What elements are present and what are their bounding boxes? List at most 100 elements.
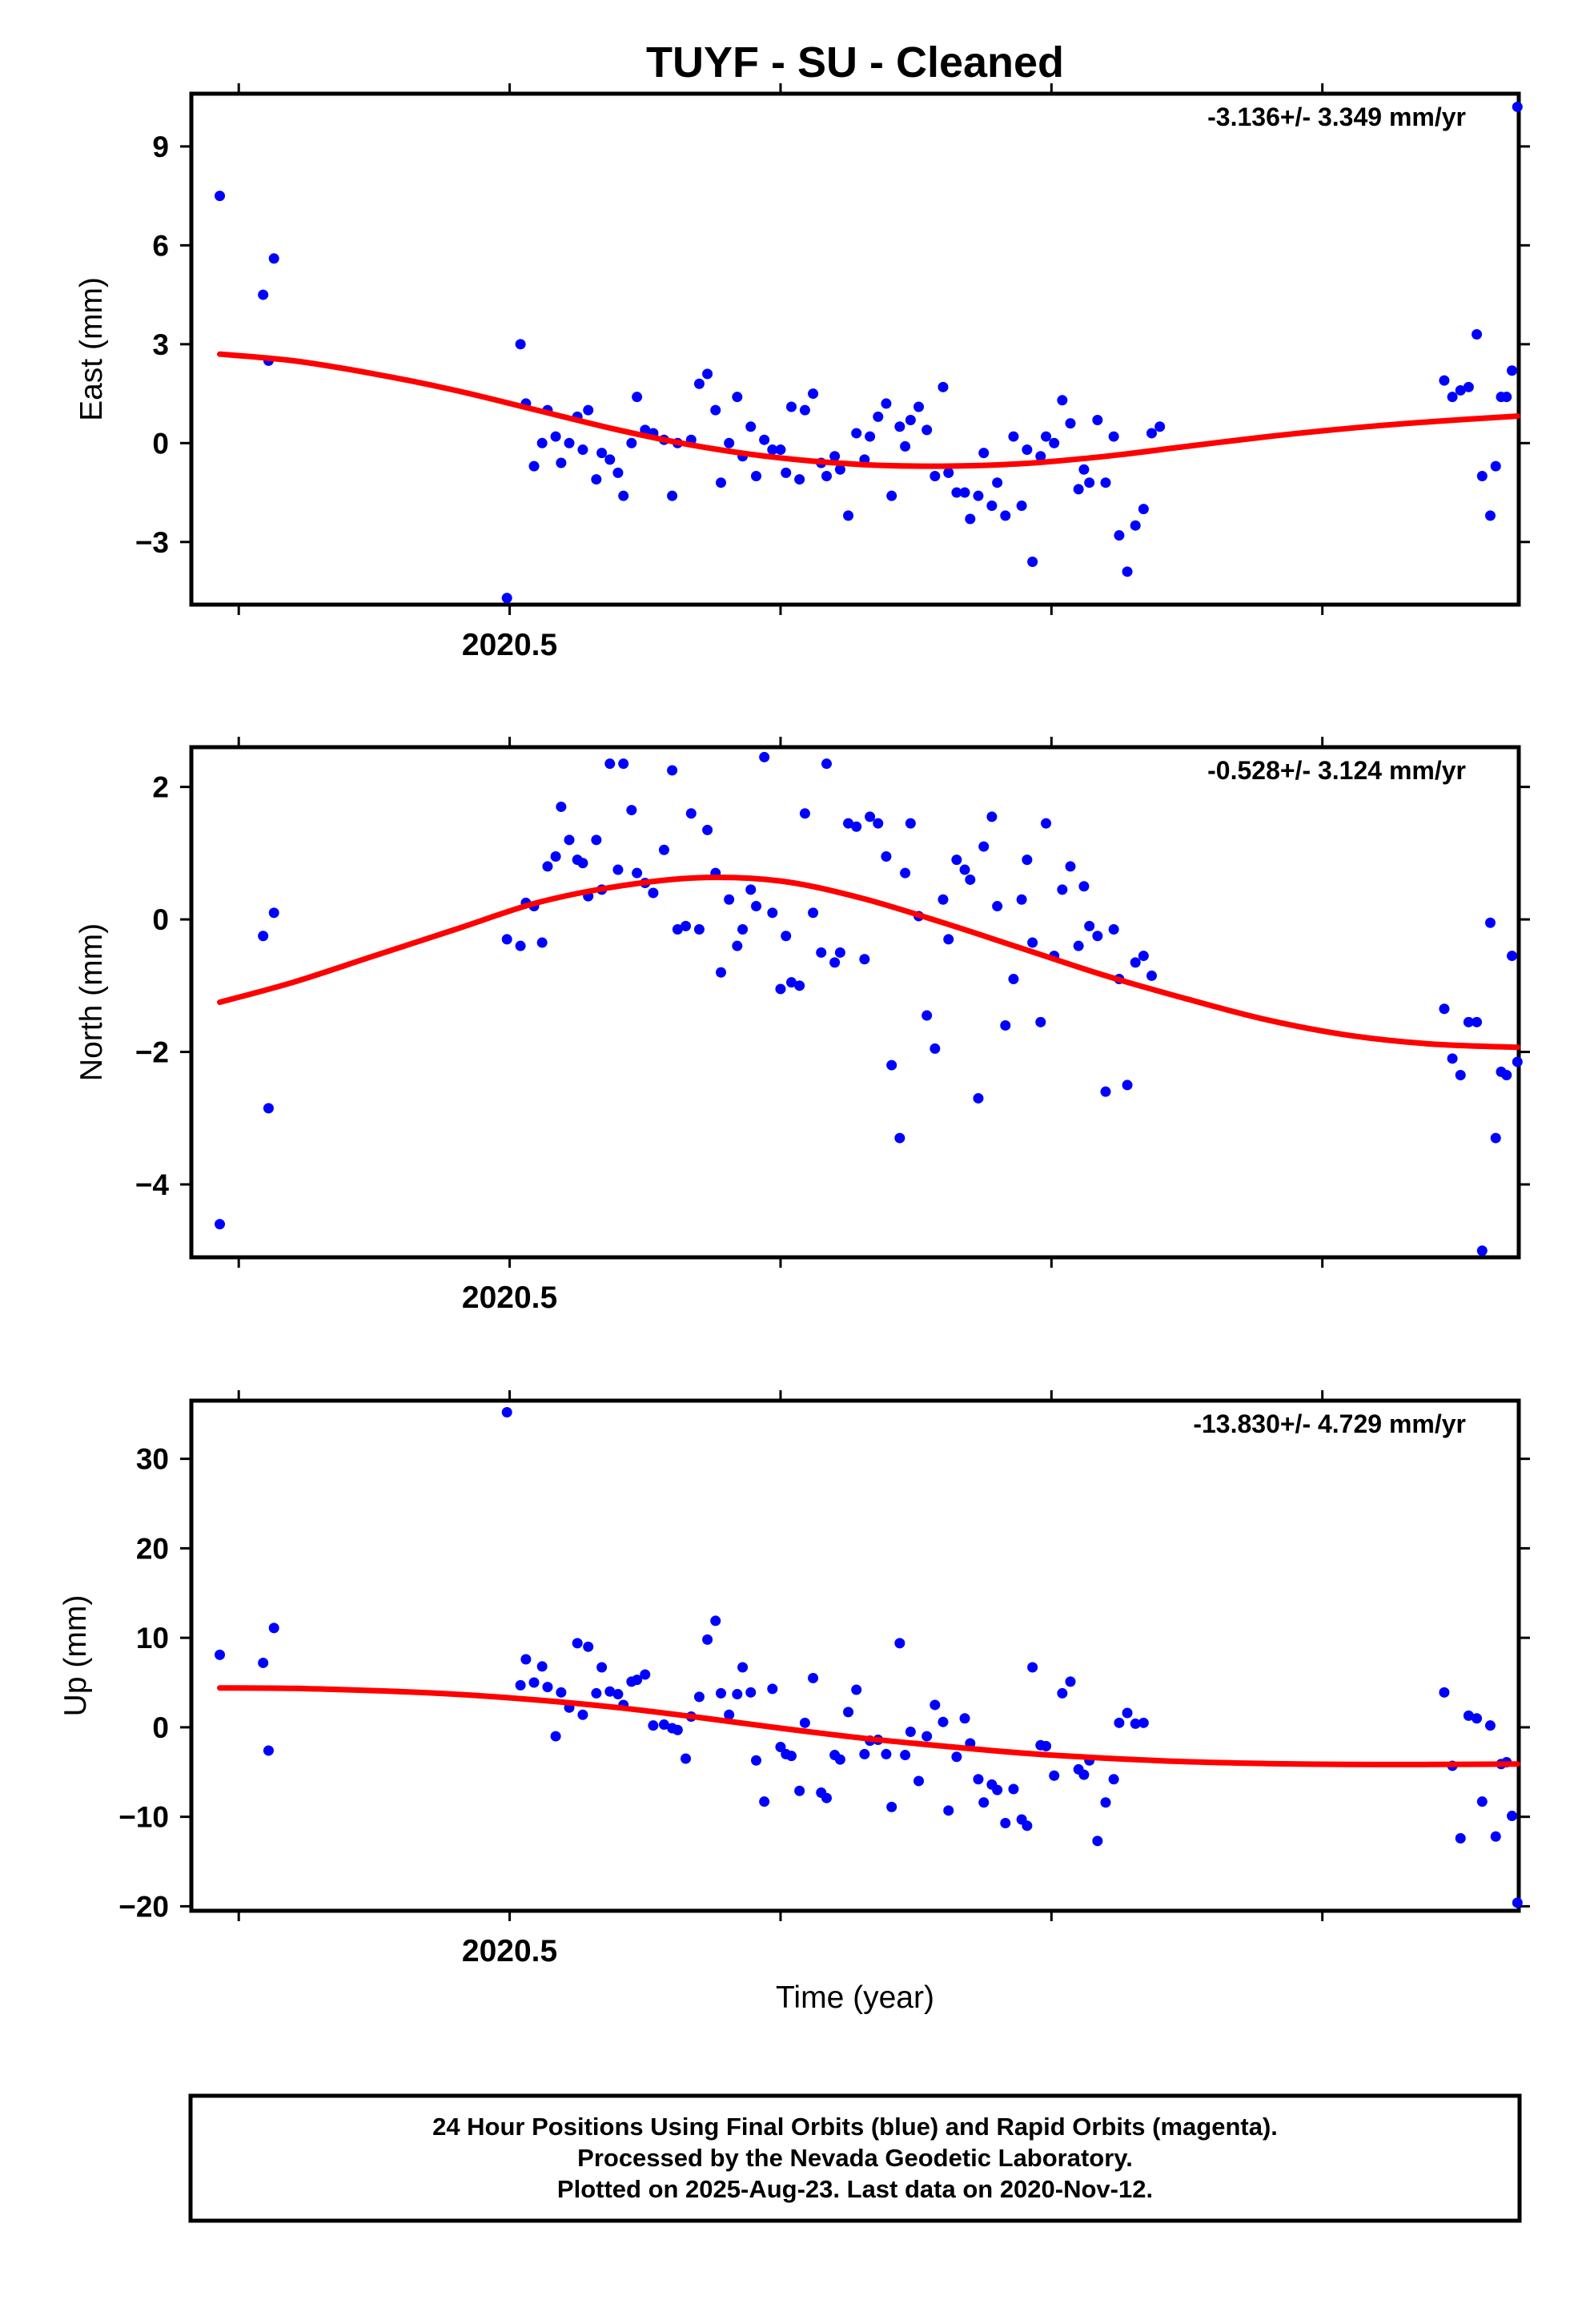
data-point	[930, 1699, 941, 1711]
data-point	[894, 1132, 905, 1144]
data-point	[604, 1686, 616, 1697]
data-point	[821, 470, 832, 481]
data-point	[501, 934, 512, 945]
data-point	[881, 398, 892, 409]
data-point	[1501, 1070, 1512, 1080]
y-tick-label: 0	[152, 903, 169, 936]
data-point	[724, 894, 735, 905]
data-point	[930, 470, 941, 481]
data-point	[930, 1043, 941, 1054]
data-point	[1016, 894, 1027, 905]
data-point	[268, 907, 279, 919]
data-point	[1049, 1770, 1060, 1781]
data-point	[550, 1731, 561, 1742]
data-point	[1057, 1687, 1068, 1699]
data-point	[959, 864, 970, 875]
data-point	[732, 1689, 743, 1700]
y-tick-label: 10	[136, 1622, 169, 1655]
data-point	[591, 474, 602, 485]
data-point	[951, 487, 962, 498]
data-point	[1065, 1676, 1076, 1687]
data-point	[799, 808, 810, 819]
data-point	[632, 1675, 643, 1686]
data-point	[1016, 501, 1027, 512]
data-point	[1084, 920, 1095, 931]
y-tick-label: −2	[135, 1036, 169, 1069]
data-point	[1100, 477, 1111, 489]
data-point	[1476, 470, 1488, 481]
data-point	[1057, 395, 1068, 406]
data-point	[978, 841, 990, 852]
data-point	[618, 490, 629, 501]
data-point	[515, 940, 526, 951]
data-point	[724, 437, 735, 448]
data-point	[1122, 1080, 1133, 1091]
y-tick-label: 6	[152, 229, 169, 262]
footer-line-2: Processed by the Nevada Geodetic Laborat…	[577, 2144, 1133, 2172]
data-point	[1027, 556, 1038, 567]
data-point	[865, 431, 876, 442]
data-point	[943, 467, 954, 478]
data-point	[732, 392, 743, 403]
y-tick-label: 9	[152, 131, 169, 163]
data-point	[1022, 1820, 1033, 1831]
data-point	[859, 1748, 870, 1759]
data-point	[886, 1059, 897, 1071]
data-point	[1138, 1717, 1149, 1728]
data-point	[1490, 1132, 1501, 1144]
data-point	[1078, 1769, 1090, 1780]
data-point	[1472, 1713, 1483, 1724]
data-point	[550, 431, 561, 442]
model-curve	[217, 351, 1520, 469]
y-tick-label: 3	[152, 328, 169, 361]
data-point	[520, 1654, 532, 1665]
y-axis-label: East (mm)	[74, 277, 109, 421]
data-point	[1041, 1740, 1052, 1751]
data-point	[667, 765, 678, 776]
data-point	[759, 751, 770, 762]
data-point	[1122, 566, 1133, 577]
data-point	[1463, 1710, 1474, 1721]
data-point	[959, 1713, 970, 1724]
data-point	[1507, 951, 1518, 962]
data-point	[959, 487, 970, 498]
data-point	[591, 1687, 602, 1699]
data-point	[973, 490, 984, 501]
data-point	[1073, 940, 1084, 951]
data-point	[1490, 1831, 1501, 1842]
data-point	[1146, 428, 1158, 439]
data-point	[1041, 431, 1052, 442]
data-point	[1000, 1019, 1011, 1031]
data-point	[693, 378, 705, 389]
panel-2: 2020.5 −4 −2 0 2 North (mm) -0.528+/- 3.124 mm…	[74, 737, 1530, 1315]
data-point	[886, 490, 897, 501]
data-point	[1065, 418, 1076, 429]
data-point	[710, 1615, 721, 1626]
data-point	[851, 428, 862, 439]
data-point	[1008, 431, 1019, 442]
data-point	[258, 289, 269, 300]
data-point	[1512, 1056, 1523, 1068]
data-point	[618, 758, 629, 770]
model-curve	[217, 875, 1520, 1051]
data-point	[851, 1684, 862, 1695]
data-point	[781, 931, 792, 942]
data-point	[843, 818, 854, 829]
data-point	[986, 501, 998, 512]
data-point	[921, 424, 933, 436]
y-tick-label: 30	[136, 1443, 169, 1476]
data-point	[767, 444, 778, 456]
rate-annotation: -13.830+/- 4.729 mm/yr	[1193, 1409, 1466, 1438]
plot-frame	[189, 745, 1521, 1260]
data-point	[900, 1750, 911, 1761]
footer-box	[188, 2093, 1522, 2223]
data-point	[865, 811, 876, 822]
data-point	[829, 957, 841, 968]
data-point	[938, 381, 949, 392]
data-point	[528, 1677, 540, 1688]
data-point	[648, 1720, 659, 1731]
data-point	[992, 477, 1003, 489]
data-point	[1027, 1662, 1038, 1673]
x-tick-label: 2020.5	[462, 1281, 557, 1315]
data-point	[973, 1774, 984, 1785]
